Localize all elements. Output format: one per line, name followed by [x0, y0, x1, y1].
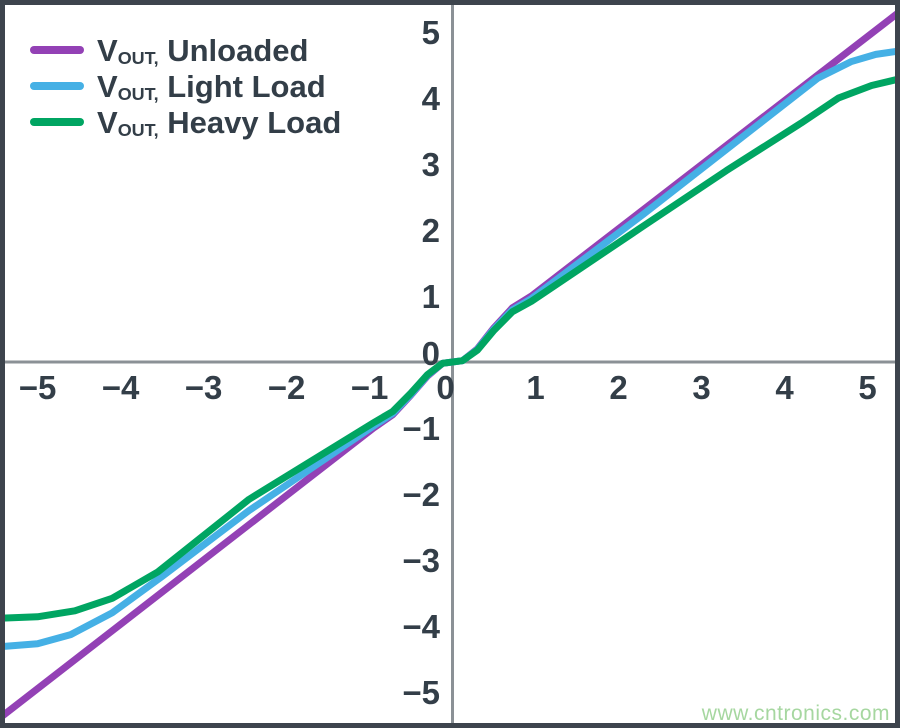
x-tick-label: 1: [526, 369, 545, 406]
legend: VOUT, Unloaded VOUT, Light Load VOUT, He…: [30, 32, 341, 140]
x-tick-label: 5: [858, 369, 877, 406]
y-tick-label: −5: [402, 674, 440, 711]
legend-swatch-light-load-line: [30, 82, 84, 90]
y-tick-label: 5: [421, 14, 440, 51]
y-tick-label: 3: [421, 146, 440, 183]
x-tick-label: −3: [184, 369, 223, 406]
curve-heavy-load: [0, 75, 900, 622]
legend-swatch-heavy-load-line: [30, 118, 84, 126]
x-tick-label: −5: [18, 369, 57, 406]
y-tick-label: 1: [421, 278, 440, 315]
legend-label-unloaded: VOUT, Unloaded: [97, 32, 309, 69]
legend-swatch-unloaded-line: [30, 46, 84, 54]
legend-item-unloaded: VOUT, Unloaded: [30, 32, 341, 68]
y-tick-label: 2: [421, 212, 440, 249]
x-tick-label: 3: [692, 369, 711, 406]
y-tick-label: 4: [421, 80, 440, 117]
y-tick-label: −1: [402, 410, 440, 447]
y-tick-label: −4: [402, 608, 440, 645]
y-tick-label: −3: [402, 542, 440, 579]
legend-label-heavy-load: VOUT, Heavy Load: [97, 104, 342, 141]
x-tick-label: −2: [267, 369, 306, 406]
legend-label-light-load: VOUT, Light Load: [97, 68, 326, 105]
legend-item-heavy-load: VOUT, Heavy Load: [30, 104, 341, 140]
x-tick-label: 0: [436, 369, 455, 406]
legend-item-light-load: VOUT, Light Load: [30, 68, 341, 104]
x-tick-label: −4: [101, 369, 140, 406]
x-tick-label: 2: [609, 369, 628, 406]
y-tick-label: 0: [421, 335, 440, 372]
watermark: www.cntronics.com: [701, 702, 890, 725]
y-tick-label: −2: [402, 476, 440, 513]
x-tick-label: −1: [350, 369, 389, 406]
x-tick-label: 4: [775, 369, 794, 406]
